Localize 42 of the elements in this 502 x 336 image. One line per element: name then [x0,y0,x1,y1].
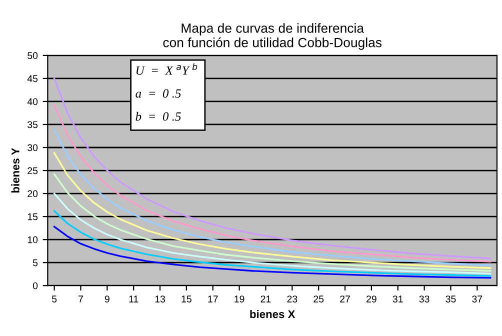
x-tick-label: 19 [234,296,244,302]
line-series [53,192,492,274]
y-tick-label: 5 [32,259,38,266]
line-series [53,152,492,269]
x-tick-label: 27 [340,296,350,302]
x-tick-label: 13 [155,296,165,302]
x-tick-label: 25 [314,296,324,302]
x-tick-label: 5 [52,296,57,302]
annotation: a = 0 .5 [136,89,181,98]
x-tick-label: 31 [392,296,403,302]
line-series [53,104,492,262]
annotation: U = X $^{a}$Y $^{b}$ [136,63,198,75]
line-series [53,129,492,266]
y-tick-label: 15 [28,213,38,220]
x-axis-title: bienes X [250,310,296,318]
y-tick-label: 25 [28,167,38,174]
y-tick-label: 50 [28,52,38,60]
annotation: b = 0 .5 [136,112,181,121]
x-tick-label: 33 [419,296,430,302]
y-tick-label: 20 [28,190,38,198]
x-tick-label: 21 [260,296,271,302]
line-series [53,173,492,272]
y-tick-label: 40 [27,98,38,106]
x-tick-label: 17 [208,296,218,302]
x-tick-label: 35 [446,296,456,302]
x-tick-label: 9 [104,296,110,302]
chart-title: Mapa de curvas de indiferencia con función de utilidad Cobb-Douglas [163,23,382,50]
line-series [53,210,492,277]
y-axis-title: bienes Y [11,148,20,193]
y-tick-label: 10 [28,236,38,244]
line-series [53,226,492,279]
y-tick-label: 45 [27,75,38,82]
x-tick-label: 23 [287,296,298,302]
x-tick-label: 29 [366,296,376,302]
x-tick-label: 11 [129,296,138,302]
y-tick-label: 0 [32,282,38,290]
x-tick-label: 15 [182,296,192,302]
y-tick-label: 35 [28,121,38,128]
y-tick-label: 30 [28,144,38,152]
x-tick-label: 37 [472,296,482,302]
line-series [53,78,492,260]
x-tick-label: 7 [78,296,83,302]
